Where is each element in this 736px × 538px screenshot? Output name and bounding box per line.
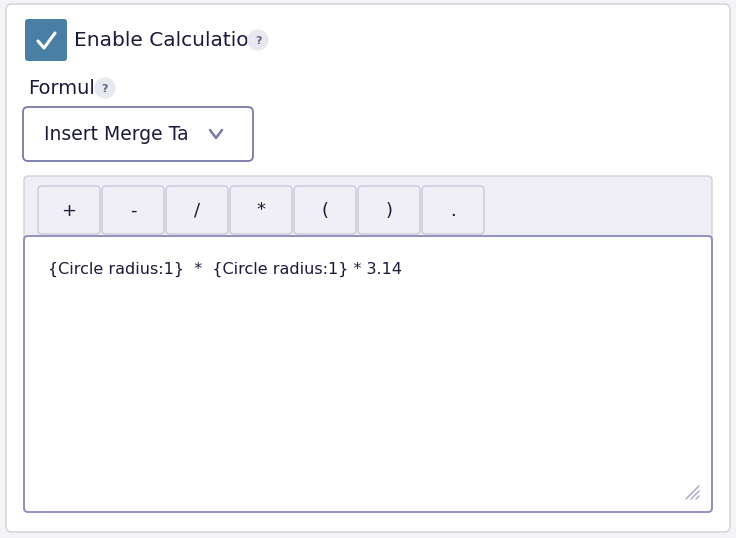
FancyBboxPatch shape (230, 186, 292, 234)
Text: Formula: Formula (28, 79, 107, 97)
Text: ): ) (386, 202, 392, 220)
FancyBboxPatch shape (6, 4, 730, 532)
Text: Enable Calculation: Enable Calculation (74, 31, 261, 49)
Circle shape (95, 78, 115, 98)
Circle shape (248, 30, 268, 50)
Text: +: + (62, 202, 77, 220)
Text: *: * (257, 202, 266, 220)
FancyBboxPatch shape (23, 107, 253, 161)
FancyBboxPatch shape (24, 236, 712, 512)
Text: .: . (450, 202, 456, 220)
FancyBboxPatch shape (24, 176, 712, 244)
Text: -: - (130, 202, 136, 220)
Text: Insert Merge Ta: Insert Merge Ta (44, 125, 188, 145)
Text: {Circle radius:1}  *  {Circle radius:1} * 3.14: {Circle radius:1} * {Circle radius:1} * … (48, 262, 402, 277)
FancyBboxPatch shape (358, 186, 420, 234)
FancyBboxPatch shape (294, 186, 356, 234)
Text: ?: ? (102, 83, 108, 94)
FancyBboxPatch shape (38, 186, 100, 234)
FancyBboxPatch shape (25, 19, 67, 61)
Text: (: ( (322, 202, 328, 220)
FancyBboxPatch shape (102, 186, 164, 234)
FancyBboxPatch shape (166, 186, 228, 234)
Text: /: / (194, 202, 200, 220)
Text: ?: ? (255, 36, 261, 46)
FancyBboxPatch shape (422, 186, 484, 234)
